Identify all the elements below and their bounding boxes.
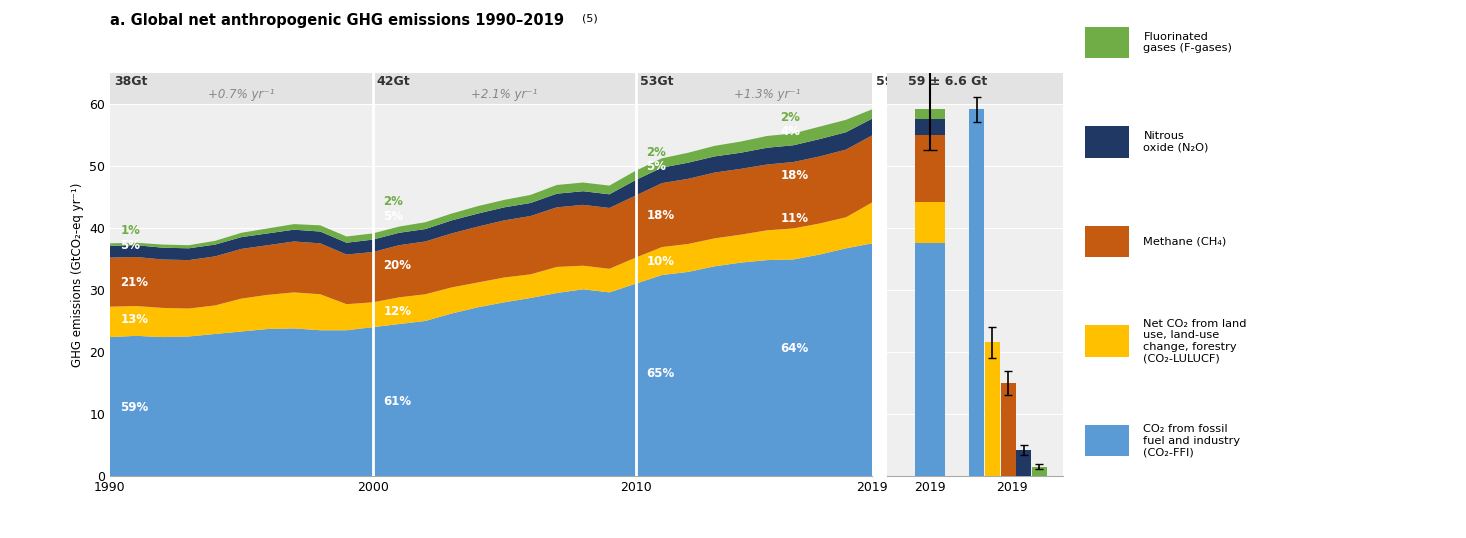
Text: 38Gt: 38Gt [114,75,147,88]
Bar [887,73,1063,104]
Text: CO₂ from fossil
fuel and industry
(CO₂-FFI): CO₂ from fossil fuel and industry (CO₂-F… [1143,424,1240,457]
Text: 59Gt: 59Gt [877,75,910,88]
Text: 4%: 4% [780,125,800,138]
Y-axis label: GHG emissions (GtCO₂-eq yr⁻¹): GHG emissions (GtCO₂-eq yr⁻¹) [70,182,84,366]
Text: Fluorinated
gases (F-gases): Fluorinated gases (F-gases) [1143,32,1233,53]
Text: Methane (CH₄): Methane (CH₄) [1143,237,1227,246]
Bar [110,73,872,104]
Text: a. Global net anthropogenic GHG emissions 1990–2019: a. Global net anthropogenic GHG emission… [110,13,564,29]
Text: 2%: 2% [647,146,666,159]
Text: 65%: 65% [647,367,674,380]
Text: 18%: 18% [780,168,808,181]
Text: 18%: 18% [647,209,674,222]
Text: Nitrous
oxide (N₂O): Nitrous oxide (N₂O) [1143,131,1209,153]
Bar [1032,467,1047,476]
Text: 59%: 59% [120,401,148,414]
Bar [915,136,944,202]
Text: 10%: 10% [647,256,674,268]
Text: 21%: 21% [120,276,148,289]
Bar [915,118,944,136]
Text: 5%: 5% [120,239,141,252]
Text: (5): (5) [582,13,598,24]
Text: 61%: 61% [383,395,412,408]
Bar [985,342,1000,476]
Bar [969,109,984,476]
Bar [915,109,944,118]
Text: +1.3% yr⁻¹: +1.3% yr⁻¹ [734,88,800,101]
Text: 1%: 1% [120,224,141,237]
Bar [915,202,944,243]
Text: 59 ± 6.6 Gt: 59 ± 6.6 Gt [909,75,988,88]
Text: 12%: 12% [383,305,412,318]
Text: 5%: 5% [383,210,403,223]
Bar [1001,383,1016,476]
Text: +0.7% yr⁻¹: +0.7% yr⁻¹ [208,88,274,101]
Text: +2.1% yr⁻¹: +2.1% yr⁻¹ [471,88,538,101]
Bar [1016,450,1031,476]
Text: 2%: 2% [383,195,403,208]
Text: 64%: 64% [780,342,809,356]
Bar [915,243,944,476]
Text: 20%: 20% [383,259,412,272]
Text: 11%: 11% [780,212,808,225]
Text: 2%: 2% [780,111,800,124]
Text: 13%: 13% [120,313,148,326]
Text: Net CO₂ from land
use, land-use
change, forestry
(CO₂-LULUCF): Net CO₂ from land use, land-use change, … [1143,318,1248,364]
Text: 42Gt: 42Gt [377,75,410,88]
Text: 5%: 5% [647,160,666,173]
Text: 53Gt: 53Gt [639,75,673,88]
